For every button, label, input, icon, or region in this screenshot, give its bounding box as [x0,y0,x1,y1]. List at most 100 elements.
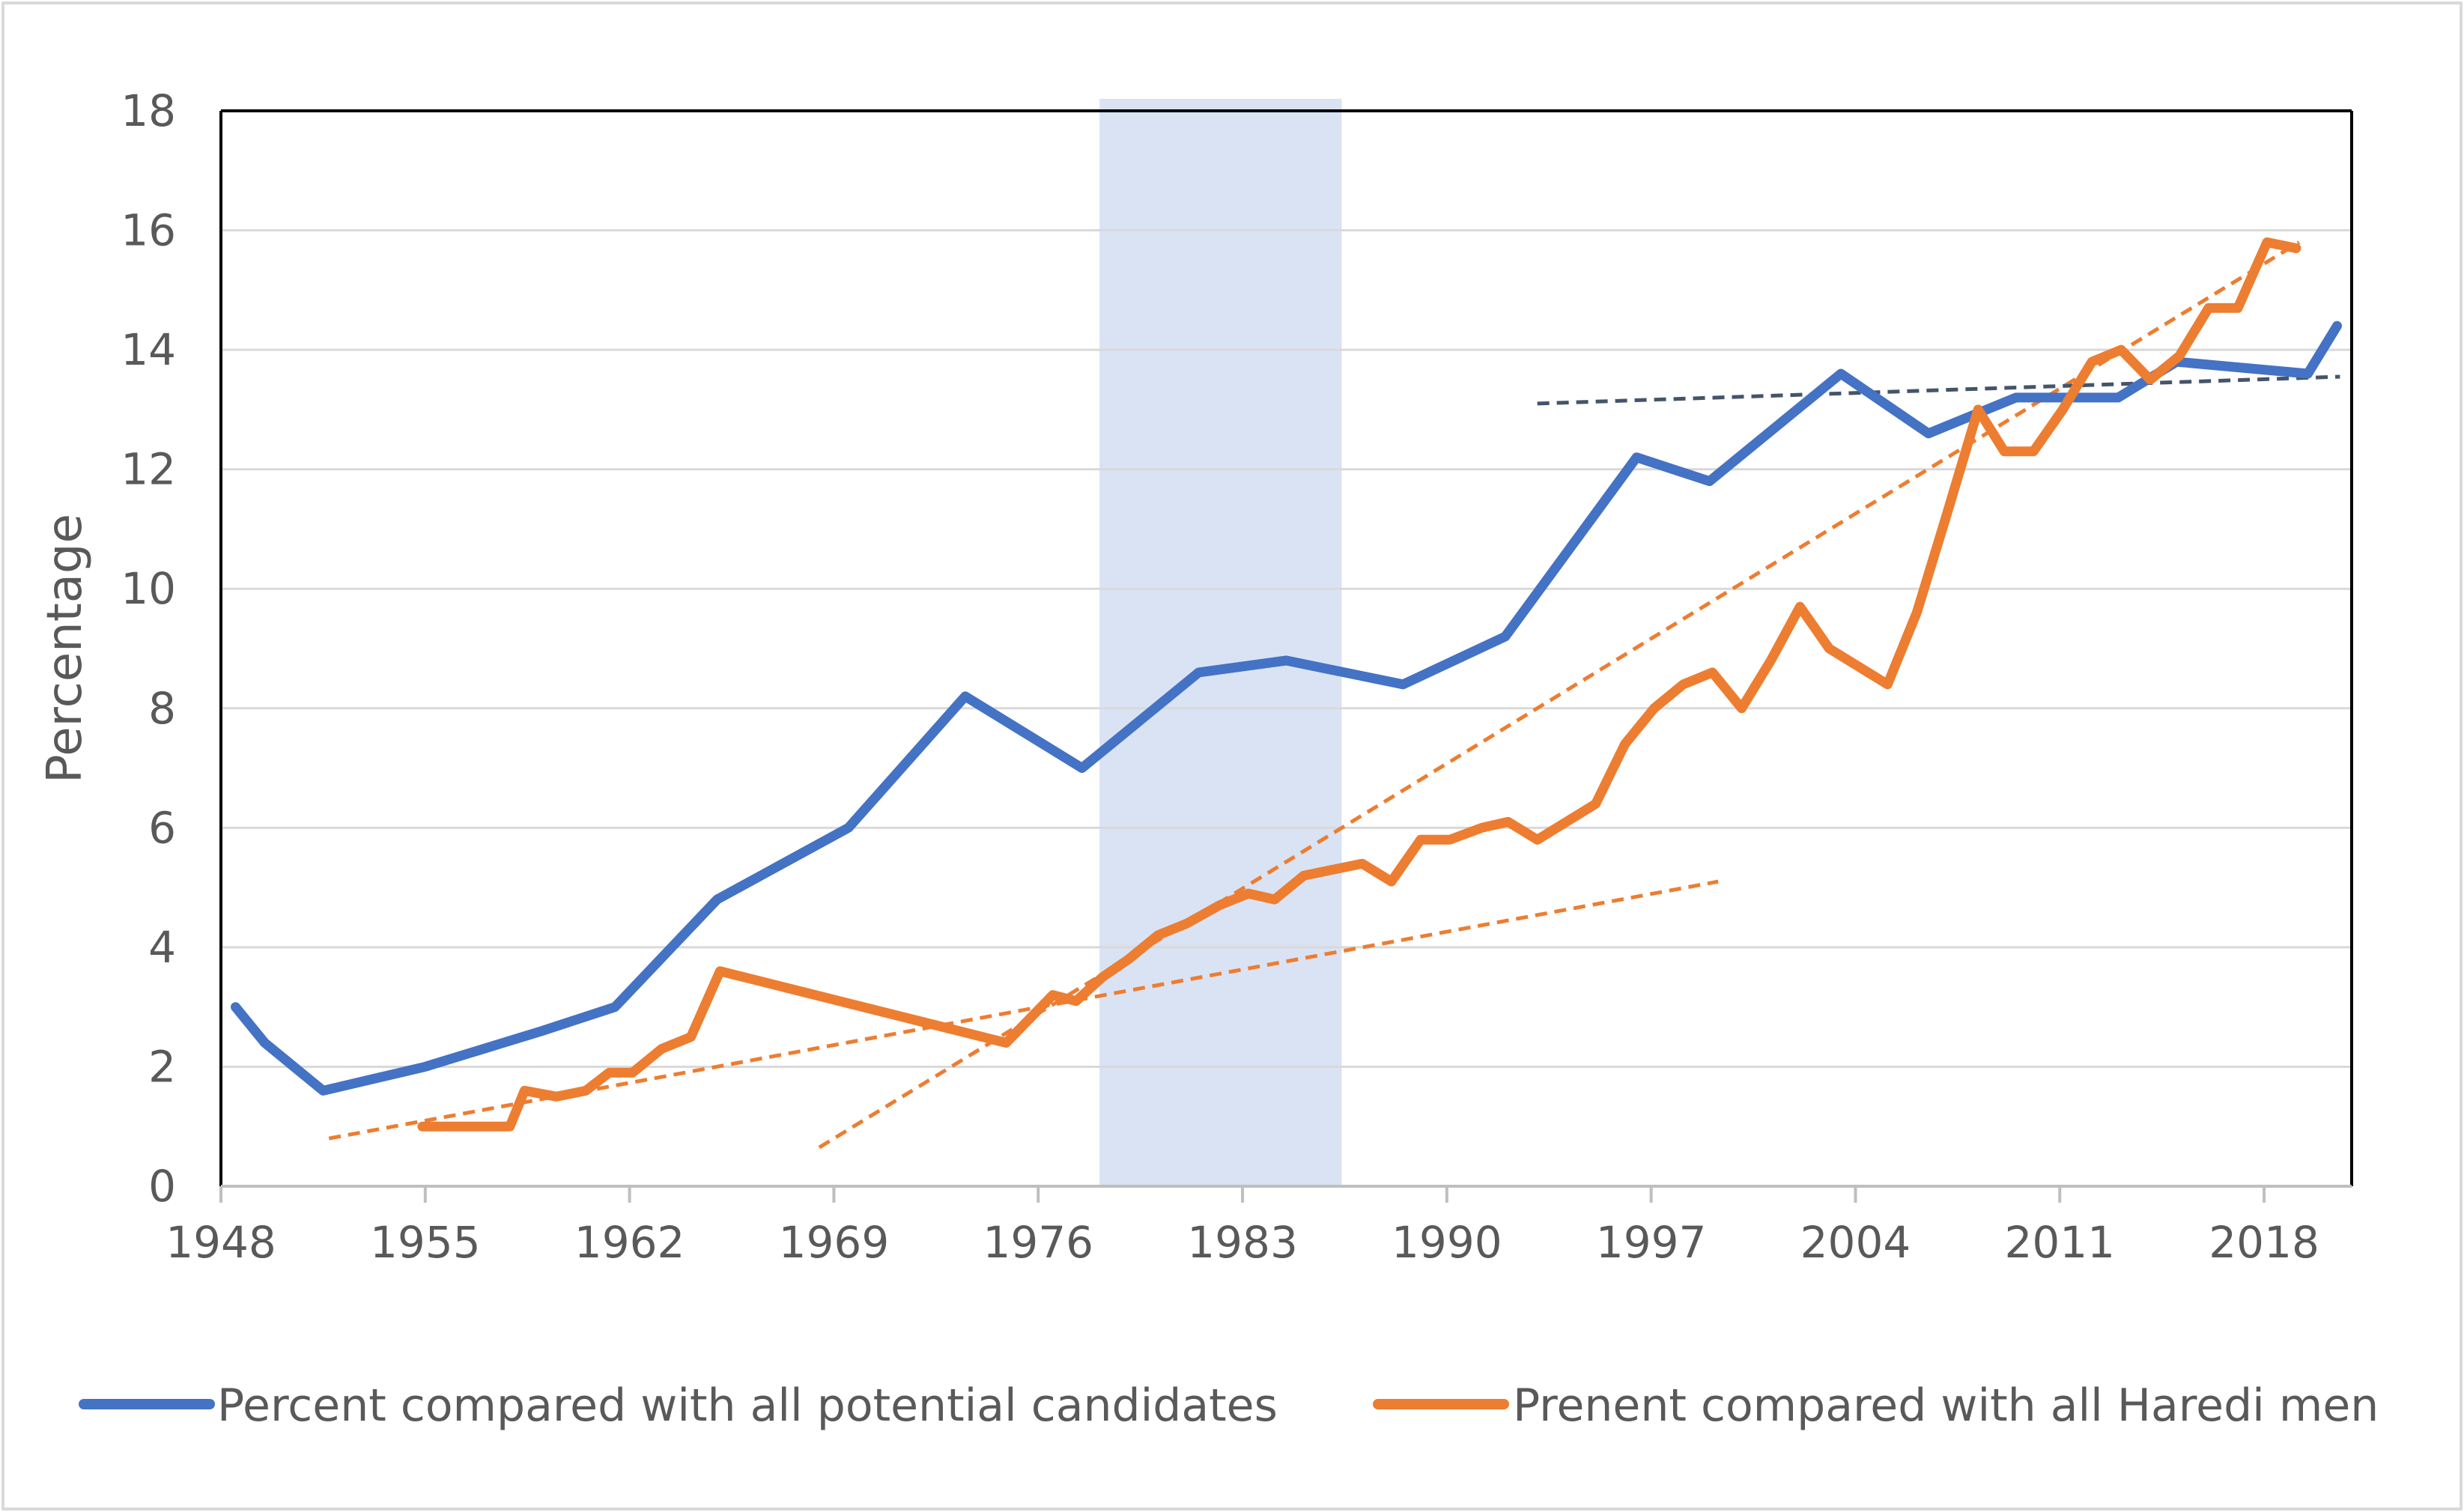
x-tick-label-1962: 1962 [574,1217,685,1268]
series-1-point-10 [1195,669,1202,675]
series-2-point-42 [2001,448,2008,455]
series-1-point-7 [845,825,852,831]
series-1-point-22 [2334,323,2340,330]
x-tick-label-2018: 2018 [2209,1217,2319,1268]
series-2-point-32 [1680,681,1687,687]
y-tick-label-16: 16 [121,205,176,256]
series-2-point-5 [583,1087,589,1094]
x-tick-label-1976: 1976 [983,1217,1093,1268]
series-2-point-47 [2147,377,2154,383]
x-tick-label-1990: 1990 [1392,1217,1502,1268]
series-2-point-0 [419,1123,425,1130]
series-2-point-26 [1478,825,1485,831]
series-1-point-13 [1502,634,1508,640]
legend-label-2: Prenent compared with all Haredi men [1513,1379,2379,1432]
series-2-point-33 [1709,669,1716,675]
highlight-band [1099,99,1342,1186]
series-1-point-9 [1078,765,1085,771]
series-1-point-4 [538,1027,545,1034]
y-axis-title: Percentage [37,514,93,783]
series-2-point-25 [1446,837,1453,843]
series-2-point-18 [1216,902,1222,909]
series-2-point-27 [1505,819,1511,825]
legend-label-1: Percent compared with all potential cand… [217,1379,1278,1432]
series-1-point-18 [2012,394,2019,401]
series-1-point-2 [320,1087,327,1094]
series-1-point-12 [1400,681,1407,687]
series-2-point-24 [1417,837,1424,843]
series-2-point-31 [1651,705,1657,711]
series-2-point-36 [1797,604,1803,610]
series-2-point-15 [1126,956,1132,962]
series-2-point-4 [553,1093,560,1100]
series-2-point-10 [717,968,723,974]
series-2-point-13 [1072,998,1079,1004]
series-1-point-5 [612,1004,619,1010]
series-2-point-20 [1271,896,1278,903]
series-2-point-8 [658,1045,665,1052]
series-2-point-34 [1738,705,1745,711]
series-2-point-6 [606,1069,613,1076]
series-2-point-11 [1003,1039,1010,1046]
series-2-point-44 [2060,406,2066,413]
y-tick-label-4: 4 [148,922,176,973]
x-tick-label-1969: 1969 [779,1217,890,1268]
series-2-point-39 [1914,610,1920,616]
series-2-point-12 [1049,992,1056,998]
series-2-point-1 [451,1123,458,1130]
y-tick-label-8: 8 [148,683,176,734]
series-2-point-29 [1592,801,1599,807]
series-1-point-8 [962,693,968,699]
series-1-point-16 [1837,371,1844,377]
y-tick-label-12: 12 [121,444,176,495]
series-2-point-7 [629,1069,636,1076]
series-2-point-43 [2030,448,2037,455]
x-tick-label-1948: 1948 [166,1217,276,1268]
x-tick-label-1955: 1955 [370,1217,481,1268]
series-2-point-17 [1183,920,1190,926]
series-1-point-15 [1706,478,1713,485]
x-tick-label-1983: 1983 [1187,1217,1298,1268]
series-1-point-0 [232,1004,239,1010]
y-tick-label-18: 18 [121,85,176,136]
series-2-point-48 [2176,353,2183,359]
series-2-point-49 [2206,305,2212,312]
series-1-point-21 [2304,371,2311,377]
x-tick-label-2011: 2011 [2004,1217,2115,1268]
series-1-point-3 [422,1063,428,1070]
series-2-point-52 [2292,245,2299,252]
series-1-point-17 [1925,430,1932,437]
series-2-point-22 [1359,860,1365,867]
series-1-point-11 [1283,657,1290,664]
series-2-point-19 [1245,890,1251,897]
trendline-3 [1537,374,2340,406]
series-2-point-46 [2118,347,2125,353]
x-tick-label-1997: 1997 [1596,1217,1707,1268]
series-2-point-37 [1826,646,1833,652]
y-tick-label-10: 10 [121,563,176,614]
series-2-point-9 [688,1033,694,1040]
x-tick-label-2004: 2004 [1800,1217,1911,1268]
series-2-point-40 [1943,514,1949,520]
series-2-point-2 [506,1123,513,1130]
series-1-point-6 [714,896,720,903]
series-2-point-14 [1099,974,1105,980]
y-tick-label-0: 0 [148,1161,176,1212]
series-2-point-45 [2089,359,2096,365]
series-2-point-35 [1767,657,1774,664]
series-1-point-1 [261,1039,268,1046]
series-2-point-30 [1621,741,1628,747]
series-2-point-3 [521,1087,528,1094]
series-2-point-38 [1884,681,1891,687]
series-1-point-14 [1633,454,1640,461]
series-2-point-21 [1300,872,1307,879]
series-2-point-41 [1975,406,1982,413]
series-2-point-16 [1155,932,1162,938]
series-2-point-50 [2235,305,2242,312]
series-2-point-23 [1388,878,1395,885]
y-tick-label-6: 6 [148,802,176,853]
series-2-point-28 [1534,837,1541,843]
series-2-point-51 [2263,239,2270,246]
